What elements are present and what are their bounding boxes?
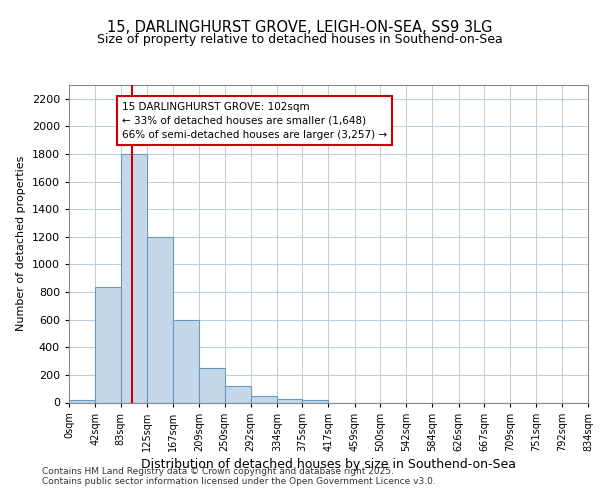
Bar	[302, 400, 329, 402]
Bar	[69, 400, 95, 402]
Y-axis label: Number of detached properties: Number of detached properties	[16, 156, 26, 332]
Text: Contains public sector information licensed under the Open Government Licence v3: Contains public sector information licen…	[42, 477, 436, 486]
Bar	[224, 386, 251, 402]
Text: Contains HM Land Registry data © Crown copyright and database right 2025.: Contains HM Land Registry data © Crown c…	[42, 467, 394, 476]
Bar	[277, 399, 302, 402]
Text: Size of property relative to detached houses in Southend-on-Sea: Size of property relative to detached ho…	[97, 32, 503, 46]
Text: 15, DARLINGHURST GROVE, LEIGH-ON-SEA, SS9 3LG: 15, DARLINGHURST GROVE, LEIGH-ON-SEA, SS…	[107, 20, 493, 35]
Bar	[121, 154, 147, 402]
Bar	[147, 237, 173, 402]
X-axis label: Distribution of detached houses by size in Southend-on-Sea: Distribution of detached houses by size …	[141, 458, 516, 471]
Bar	[251, 396, 277, 402]
Bar	[173, 320, 199, 402]
Text: 15 DARLINGHURST GROVE: 102sqm
← 33% of detached houses are smaller (1,648)
66% o: 15 DARLINGHURST GROVE: 102sqm ← 33% of d…	[122, 102, 387, 140]
Bar	[199, 368, 224, 402]
Bar	[95, 286, 121, 403]
